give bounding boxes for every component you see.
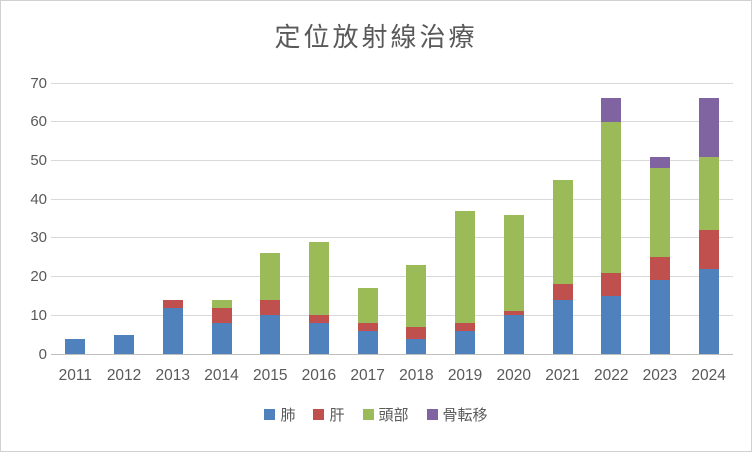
legend-item-肝: 肝 [313, 404, 345, 425]
bar-segment-2018-頭部 [406, 264, 427, 327]
legend-label: 肺 [280, 407, 296, 424]
bar-segment-2014-肝 [211, 307, 232, 324]
bar-segment-2024-肺 [698, 268, 719, 354]
bar-segment-2021-肺 [552, 299, 573, 354]
y-tick-label: 0 [38, 345, 47, 363]
legend-swatch-icon [313, 409, 325, 420]
legend-swatch-icon [426, 409, 438, 420]
bar-segment-2018-肺 [406, 338, 427, 354]
legend-swatch-icon [362, 409, 374, 420]
legend-item-肺: 肺 [264, 404, 295, 425]
legend-swatch-icon [264, 409, 276, 420]
legend-label: 肝 [329, 407, 345, 424]
legend-item-骨転移: 骨転移 [426, 404, 488, 425]
bar-segment-2014-肺 [211, 323, 232, 354]
bar-segment-2019-肝 [455, 323, 476, 331]
y-tick-label: 40 [30, 190, 47, 208]
x-axis-line [51, 353, 733, 355]
bar-segment-2014-頭部 [211, 299, 232, 308]
legend-label: 骨転移 [442, 407, 488, 424]
gridline [51, 159, 733, 161]
bar-segment-2024-骨転移 [698, 98, 719, 157]
y-tick-label: 70 [30, 74, 47, 92]
x-tick-label: 2021 [545, 367, 580, 384]
bar-segment-2015-頭部 [260, 253, 281, 300]
x-tick-label: 2018 [399, 367, 434, 384]
y-tick-label: 60 [30, 113, 47, 131]
bar-segment-2023-頭部 [649, 168, 670, 258]
bar-segment-2018-肝 [406, 326, 427, 339]
gridline [51, 82, 733, 84]
bar-segment-2024-肝 [698, 230, 719, 269]
legend-label: 頭部 [378, 407, 409, 424]
gridline [51, 276, 733, 278]
bar-segment-2021-頭部 [552, 179, 573, 285]
bar-segment-2022-肝 [601, 272, 622, 296]
legend: 肺 肝 頭部 骨転移 [1, 404, 751, 425]
bar-segment-2023-骨転移 [649, 156, 670, 169]
bar-segment-2022-頭部 [601, 121, 622, 273]
bar-segment-2016-頭部 [308, 241, 329, 316]
bar-segment-2019-肺 [455, 330, 476, 354]
x-tick-label: 2011 [58, 367, 93, 384]
bar-segment-2022-肺 [601, 295, 622, 354]
gridline [51, 121, 733, 123]
bar-segment-2012-肺 [114, 334, 135, 354]
gridline [51, 314, 733, 316]
chart-title: 定位放射線治療 [274, 22, 478, 52]
x-tick-label: 2020 [496, 367, 532, 384]
y-tick-label: 20 [30, 268, 47, 286]
bar-segment-2017-頭部 [357, 288, 378, 323]
bar-segment-2015-肺 [260, 315, 281, 354]
bar-segment-2020-肺 [503, 315, 524, 354]
bar-segment-2020-頭部 [503, 214, 524, 312]
x-tick-label: 2023 [642, 367, 678, 384]
x-tick-label: 2013 [155, 367, 191, 384]
bar-segment-2022-骨転移 [601, 98, 622, 122]
y-tick-label: 50 [30, 151, 47, 169]
y-tick-label: 30 [30, 229, 47, 247]
x-tick-label: 2024 [691, 367, 726, 384]
gridline [51, 198, 733, 200]
bar-segment-2016-肝 [308, 315, 329, 324]
bar-segment-2013-肝 [162, 299, 183, 308]
bar-segment-2021-肝 [552, 284, 573, 300]
x-tick-label: 2019 [447, 367, 483, 384]
bar-segment-2023-肺 [649, 280, 670, 354]
bar-segment-2015-肝 [260, 299, 281, 316]
x-tick-label: 2017 [350, 367, 385, 384]
x-tick-label: 2014 [204, 367, 239, 384]
bar-segment-2016-肺 [308, 323, 329, 354]
bar-segment-2024-頭部 [698, 156, 719, 231]
x-tick-label: 2022 [593, 367, 629, 384]
gridline [51, 237, 733, 239]
bar-segment-2023-肝 [649, 257, 670, 281]
x-tick-label: 2015 [252, 367, 288, 384]
bar-segment-2019-頭部 [455, 210, 476, 324]
x-tick-label: 2012 [106, 367, 142, 384]
bar-segment-2020-肝 [503, 311, 524, 316]
y-tick-label: 10 [30, 306, 47, 324]
x-tick-label: 2016 [301, 367, 337, 384]
bar-segment-2017-肝 [357, 323, 378, 331]
bar-segment-2011-肺 [65, 338, 86, 354]
legend-item-頭部: 頭部 [362, 404, 409, 425]
bar-segment-2017-肺 [357, 330, 378, 354]
bar-segment-2013-肺 [162, 307, 183, 354]
